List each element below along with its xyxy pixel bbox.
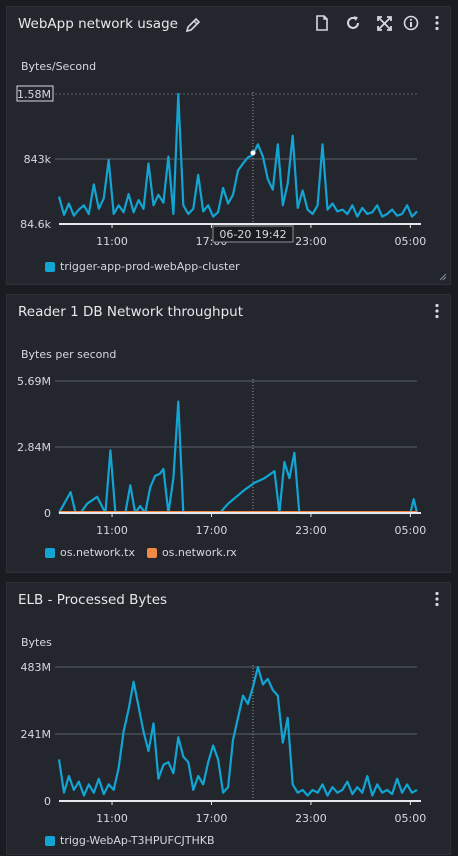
y-tick-label: 84.6k — [20, 218, 51, 231]
y-tick-label: 241M — [21, 728, 52, 741]
x-tick-label: 23:00 — [295, 812, 327, 825]
widget-elb-processed-bytes: ELB - Processed Bytes Bytes 0 241M 483M 11:… — [6, 582, 451, 855]
legend-label: os.network.tx — [60, 546, 135, 559]
kebab-menu-icon[interactable] — [427, 589, 447, 609]
y-tick-label: 1.58M — [17, 88, 51, 101]
legend-swatch — [45, 835, 55, 846]
y-max-highlight-box — [16, 85, 54, 102]
legend-item[interactable]: trigg-WebAp-T3HPUFCJTHKB — [45, 834, 215, 847]
x-tick-label: 05:00 — [395, 235, 427, 248]
pencil-icon[interactable] — [183, 15, 203, 35]
legend-label: trigg-WebAp-T3HPUFCJTHKB — [60, 834, 215, 847]
x-tick-label: 23:00 — [295, 524, 327, 537]
series-line — [57, 665, 418, 797]
y-tick-label: 843k — [24, 153, 52, 166]
widget-reader-db-network: Reader 1 DB Network throughput Bytes per… — [6, 294, 451, 573]
x-tick-label: 11:00 — [96, 524, 128, 537]
x-tick-label: 23:00 — [295, 235, 327, 248]
x-tick-label: 17:00 — [196, 812, 228, 825]
refresh-icon[interactable] — [343, 13, 363, 33]
legend-label: os.network.rx — [161, 546, 237, 559]
kebab-menu-icon[interactable] — [427, 13, 447, 33]
widget-webapp-network-usage: WebApp network usage Bytes/Second 84.6k 8… — [6, 6, 451, 285]
info-icon[interactable] — [401, 13, 421, 33]
chart-elb-bytes[interactable]: 0 241M 483M 11:00 17:00 23:00 05:00 — [7, 583, 452, 856]
x-tick-label: 11:00 — [96, 812, 128, 825]
widget-title: WebApp network usage — [18, 16, 178, 32]
widget-title: Reader 1 DB Network throughput — [18, 304, 244, 320]
y-tick-label: 2.84M — [17, 441, 51, 454]
expand-icon[interactable] — [374, 13, 394, 33]
x-tick-label: 05:00 — [395, 524, 427, 537]
chart-legend: os.network.tx os.network.rx — [45, 546, 249, 559]
series-line — [58, 400, 419, 515]
y-tick-label: 483M — [21, 661, 52, 674]
x-tick-label: 17:00 — [196, 524, 228, 537]
legend-swatch — [45, 547, 55, 558]
legend-item[interactable]: trigger-app-prod-webApp-cluster — [45, 260, 240, 273]
legend-item[interactable]: os.network.rx — [146, 546, 237, 559]
document-icon[interactable] — [312, 13, 332, 33]
cursor-point — [250, 150, 256, 156]
chart-db-network[interactable]: 0 2.84M 5.69M 11:00 17:00 23:00 05:00 — [7, 295, 452, 574]
y-tick-label: 0 — [44, 795, 51, 808]
chart-legend: trigg-WebAp-T3HPUFCJTHKB — [45, 834, 227, 847]
y-axis-unit-label: Bytes/Second — [21, 60, 97, 73]
y-axis-unit-label: Bytes per second — [21, 348, 117, 361]
series-line — [57, 92, 418, 218]
legend-label: trigger-app-prod-webApp-cluster — [60, 260, 240, 273]
kebab-menu-icon[interactable] — [427, 301, 447, 321]
chart-legend: trigger-app-prod-webApp-cluster — [45, 260, 252, 273]
time-tooltip-label: 06-20 19:42 — [219, 228, 286, 241]
x-tick-label: 05:00 — [395, 812, 427, 825]
widget-title: ELB - Processed Bytes — [18, 592, 168, 608]
y-axis-unit-label: Bytes — [21, 636, 52, 649]
resize-handle-icon[interactable] — [439, 273, 447, 281]
legend-item[interactable]: os.network.tx — [45, 546, 135, 559]
legend-swatch — [146, 547, 157, 558]
x-tick-label: 11:00 — [96, 235, 128, 248]
time-tooltip-box — [212, 225, 294, 243]
y-tick-label: 5.69M — [17, 375, 51, 388]
y-tick-label: 0 — [44, 507, 51, 520]
legend-swatch — [45, 261, 55, 272]
